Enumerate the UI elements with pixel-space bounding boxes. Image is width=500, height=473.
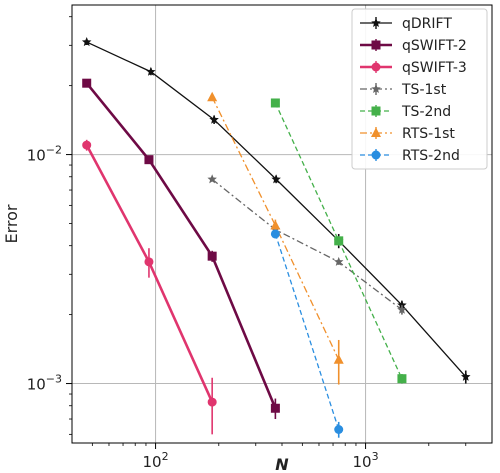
x-tick-label-1: 103 bbox=[353, 450, 379, 471]
legend-label-TS-1st: TS-1st bbox=[401, 82, 447, 98]
legend-marker-qSWIFT-2 bbox=[371, 40, 381, 50]
legend-label-qSWIFT-3: qSWIFT-3 bbox=[402, 60, 467, 76]
legend-marker-RTS-1st bbox=[371, 127, 381, 137]
legend-marker-TS-1st bbox=[371, 84, 381, 94]
series-RTS-2nd bbox=[270, 229, 344, 438]
data-point-RTS-1st bbox=[333, 354, 344, 364]
data-point-qDRIFT bbox=[146, 66, 156, 76]
series-line-RTS-1st bbox=[211, 96, 340, 361]
legend-label-qSWIFT-2: qSWIFT-2 bbox=[402, 38, 467, 54]
data-point-TS-2nd bbox=[397, 374, 407, 384]
data-point-TS-1st bbox=[397, 304, 407, 314]
data-point-qSWIFT-3 bbox=[207, 397, 217, 407]
legend-marker-qDRIFT bbox=[371, 18, 381, 28]
data-point-qSWIFT-3 bbox=[144, 257, 154, 267]
y-axis-label: Error bbox=[2, 204, 21, 243]
legend: qDRIFT qSWIFT-2 qSWIFT-3 TS-1st TS-2nd RTS-1s… bbox=[351, 8, 488, 170]
x-axis-label: N bbox=[275, 455, 289, 473]
series-TS-1st bbox=[207, 174, 407, 315]
data-point-qDRIFT bbox=[397, 300, 407, 310]
x-tick-exponent-1: 3 bbox=[372, 450, 379, 463]
data-point-qDRIFT bbox=[81, 37, 92, 47]
series-line-qSWIFT-2 bbox=[85, 82, 277, 409]
series-layer bbox=[81, 37, 471, 438]
legend-marker-qSWIFT-3 bbox=[371, 62, 381, 72]
data-point-TS-2nd bbox=[334, 236, 344, 246]
series-line-RTS-2nd bbox=[274, 233, 340, 430]
legend-label-RTS-1st: RTS-1st bbox=[402, 126, 455, 142]
y-tick-label-0: 10−3 bbox=[27, 373, 62, 394]
data-point-qSWIFT-2 bbox=[207, 251, 217, 261]
legend-label-qDRIFT: qDRIFT bbox=[402, 16, 452, 32]
x-tick-exponent-0: 2 bbox=[162, 450, 169, 463]
data-point-qSWIFT-3 bbox=[82, 140, 92, 150]
data-point-TS-2nd bbox=[270, 98, 280, 108]
data-point-qDRIFT bbox=[461, 371, 471, 381]
data-point-qDRIFT bbox=[209, 114, 219, 124]
data-point-qSWIFT-2 bbox=[82, 78, 92, 88]
data-point-RTS-1st bbox=[207, 91, 218, 102]
legend-box bbox=[351, 8, 488, 170]
legend-label-TS-2nd: TS-2nd bbox=[401, 104, 451, 120]
data-point-RTS-1st bbox=[270, 220, 281, 230]
data-point-TS-1st bbox=[207, 174, 217, 184]
legend-marker-TS-2nd bbox=[371, 106, 381, 116]
series-line-TS-2nd bbox=[274, 102, 403, 379]
series-RTS-1st bbox=[207, 91, 344, 385]
legend-marker-RTS-2nd bbox=[371, 150, 381, 160]
data-point-RTS-2nd bbox=[270, 229, 280, 239]
series-TS-2nd bbox=[270, 98, 407, 384]
y-tick-label-1: 10−2 bbox=[27, 144, 62, 165]
series-qSWIFT-3 bbox=[82, 139, 217, 435]
series-line-TS-1st bbox=[211, 178, 403, 311]
data-point-RTS-2nd bbox=[334, 424, 344, 434]
y-tick-exponent-1: −2 bbox=[46, 144, 62, 157]
series-qSWIFT-2 bbox=[82, 78, 280, 420]
x-tick-label-0: 102 bbox=[143, 450, 169, 471]
data-point-qDRIFT bbox=[271, 174, 281, 184]
y-tick-exponent-0: −3 bbox=[46, 373, 62, 386]
data-point-qSWIFT-2 bbox=[270, 403, 280, 413]
legend-label-RTS-2nd: RTS-2nd bbox=[402, 148, 460, 164]
data-point-TS-1st bbox=[333, 256, 344, 266]
data-point-qSWIFT-2 bbox=[144, 155, 154, 165]
